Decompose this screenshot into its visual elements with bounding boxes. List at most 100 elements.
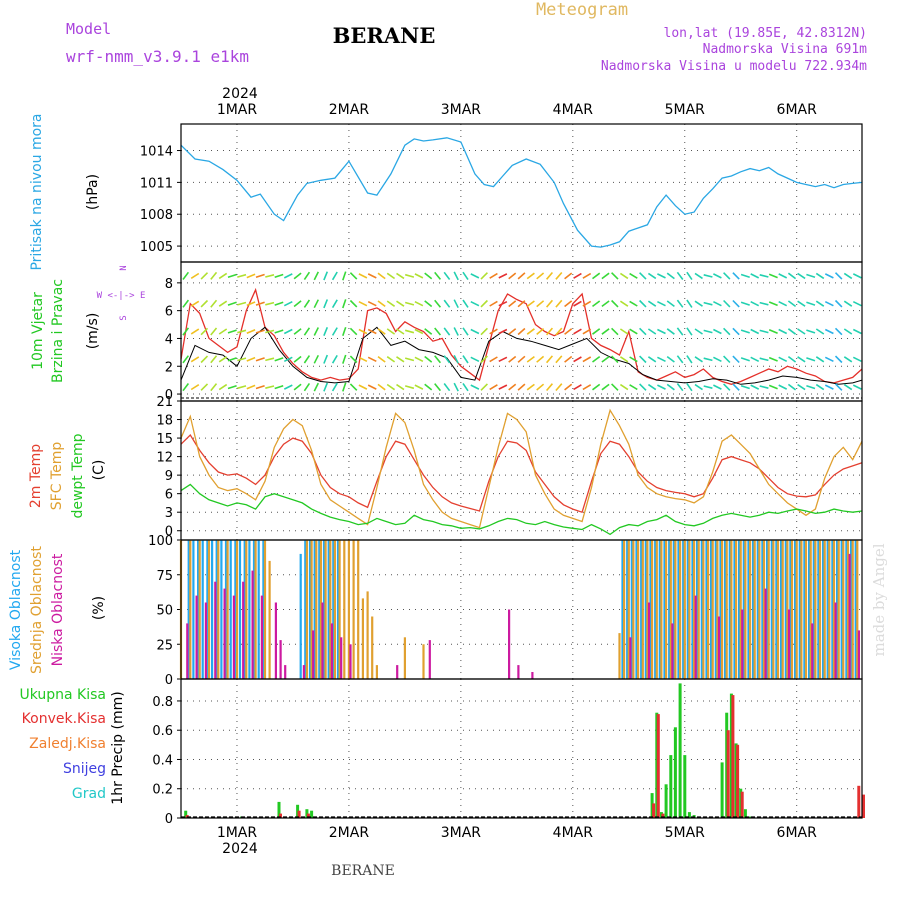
wind-barb-39-3: [545, 299, 554, 308]
wind-barb-39-4: [545, 271, 554, 280]
wind-barb-1-0: [190, 384, 200, 391]
wind-barb-28-4: [443, 271, 451, 280]
clouds-bar-cloud_high-16: [262, 540, 265, 679]
pressure-ytick-label-0: 1005: [140, 240, 173, 255]
wind-barb-36-3: [517, 300, 526, 308]
clouds-bar-cloud_high-40: [686, 540, 689, 679]
wind-barb-33-1: [489, 356, 498, 363]
clouds-bar-cloud_high-13: [248, 540, 251, 679]
clouds-bar-cloud_high-44: [705, 540, 708, 679]
wind-barb-64-3: [778, 300, 788, 307]
wind-barb-12-0: [293, 383, 302, 391]
clouds-bar-cloud_high-53: [747, 540, 750, 679]
clouds-bar-cloud_mid-12: [310, 540, 313, 679]
clouds-bar-cloud_mid-79: [851, 540, 854, 679]
wind-barb-10-2: [274, 329, 284, 334]
wind-legend-n: N: [119, 265, 129, 270]
wind-barb-26-3: [424, 300, 433, 308]
clouds-bar-cloud_low-33: [848, 553, 851, 679]
clouds-bar-cloud_mid-2: [198, 540, 201, 679]
clouds-bar-cloud_high-20: [313, 540, 316, 679]
wind-barb-52-2: [666, 328, 675, 335]
wind-barb-12-1: [293, 355, 302, 363]
wind-barb-40-4: [555, 271, 563, 280]
top-date-label-2: 3MAR: [441, 102, 482, 118]
temp-title-sfc: SFC Temp: [49, 442, 65, 511]
precipitation-bar-precip_conv-8: [726, 730, 730, 818]
clouds-bar-cloud_high-8: [224, 540, 228, 679]
wind-barb-35-2: [508, 328, 517, 335]
clouds-bar-cloud_mid-78: [846, 540, 850, 679]
clouds-ytick-label-3: 75: [156, 569, 173, 584]
wind-barb-69-4: [824, 273, 834, 279]
pressure-title: Pritisak na nivou mora: [29, 113, 45, 270]
wind-barb-45-3: [601, 300, 610, 308]
wind-barb-29-1: [453, 354, 459, 364]
clouds-bar-cloud_mid-41: [674, 540, 677, 679]
clouds-bar-cloud_mid-33: [637, 540, 640, 679]
wind-barb-8-0: [255, 384, 265, 390]
clouds-bar-cloud_high-23: [327, 540, 330, 679]
wind-barb-17-4: [342, 271, 347, 281]
wind-barb-37-0: [526, 383, 535, 391]
clouds-bar-cloud_low-30: [787, 609, 791, 679]
precipitation-bar-precip_total-5: [310, 810, 314, 818]
clouds-bar-cloud_mid-74: [828, 540, 831, 679]
clouds-bar-cloud_high-19: [308, 540, 312, 679]
wind-barb-43-4: [582, 272, 592, 279]
clouds-bar-cloud_low-34: [857, 630, 860, 679]
clouds-bar-cloud_high-33: [654, 540, 657, 679]
clouds-bar-cloud_high-47: [719, 540, 722, 679]
wind-barb-64-1: [778, 356, 788, 363]
cloud-title-high: Visoka Oblacnost: [8, 549, 24, 670]
clouds-bar-cloud_mid-13: [315, 540, 318, 679]
wind-barb-36-2: [517, 327, 526, 336]
wind-barb-9-3: [265, 301, 275, 306]
wind-barb-13-1: [303, 355, 311, 364]
clouds-bar-cloud_mid-4: [217, 540, 220, 679]
precipitation-bar-precip_conv-5: [652, 803, 656, 818]
clouds-bar-cloud_high-68: [817, 540, 820, 679]
wind-barb-71-3: [843, 300, 853, 307]
wind-ytick-label-0: 0: [165, 388, 173, 403]
wind-panel: 0 2 4 6 8: [165, 261, 863, 403]
wind-barb-51-2: [657, 328, 666, 335]
precipitation-bar-precip_total-2: [277, 801, 281, 818]
wind-barb-46-0: [611, 383, 619, 391]
wind-barb-5-4: [227, 273, 237, 279]
clouds-bar-cloud_high-50: [733, 540, 736, 679]
wind-barb-68-4: [815, 272, 825, 280]
wind-barb-49-2: [639, 327, 647, 336]
wind-barb-63-4: [768, 273, 778, 279]
wind-barb-7-0: [246, 384, 256, 390]
wind-barb-58-1: [723, 355, 731, 364]
wind-barb-21-4: [377, 272, 386, 280]
wind-barb-31-3: [470, 300, 480, 307]
temp-title-dew: dewpt Temp: [70, 433, 86, 518]
wind-barb-53-2: [676, 327, 684, 336]
wind-barb-34-1: [498, 356, 508, 363]
wind-barb-16-1: [331, 354, 338, 364]
clouds-bar-cloud_mid-1: [189, 540, 192, 679]
wind-barb-10-4: [274, 273, 284, 279]
wind-barb-8-3: [255, 301, 265, 306]
wind-barb-6-3: [237, 301, 247, 306]
wind-barb-45-1: [601, 355, 610, 363]
wind-barb-30-4: [462, 271, 469, 281]
wind-barb-8-4: [255, 273, 265, 279]
clouds-ytick-label-1: 25: [156, 638, 173, 653]
wind-barb-10-0: [274, 384, 284, 390]
wind-barb-28-2: [443, 327, 451, 336]
clouds-bar-cloud_high-48: [724, 540, 727, 679]
clouds-bar-cloud_mid-3: [207, 540, 211, 679]
clouds-bar-cloud_mid-47: [702, 540, 705, 679]
temperature-ytick-label-1: 3: [165, 506, 173, 521]
wind-barb-60-1: [740, 357, 750, 362]
wind-barb-17-3: [342, 299, 347, 309]
clouds-bar-cloud_low-28: [741, 609, 744, 679]
wind-barb-40-3: [555, 299, 563, 308]
wind-barb-7-1: [246, 356, 256, 362]
wind-barb-42-0: [573, 384, 582, 391]
clouds-bar-cloud_mid-61: [767, 540, 770, 679]
